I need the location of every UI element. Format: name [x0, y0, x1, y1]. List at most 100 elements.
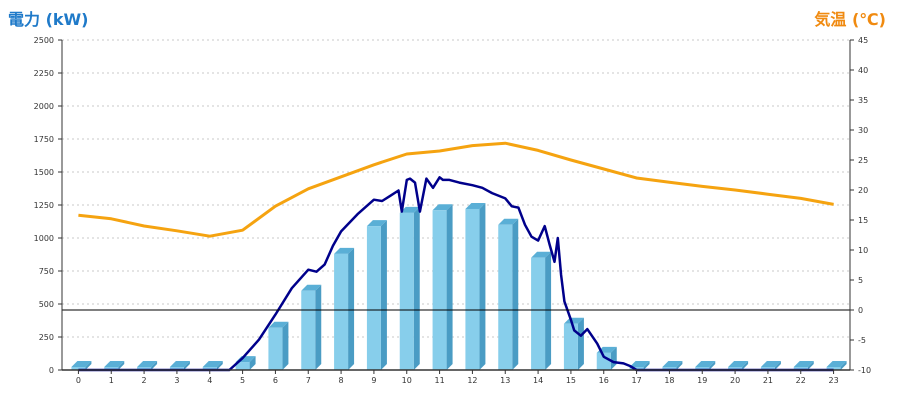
bar-side	[774, 361, 781, 370]
bar-top	[301, 284, 322, 291]
bar-front	[432, 210, 447, 370]
bar-front	[596, 352, 611, 370]
bar-top	[399, 206, 420, 213]
bar	[301, 284, 322, 370]
bar-front	[334, 253, 349, 370]
bar-side	[413, 206, 420, 370]
x-axis-tick-label: 23	[828, 376, 838, 385]
left-axis-tick-label: 2250	[34, 69, 54, 78]
x-axis-tick-label: 15	[566, 376, 576, 385]
bar-top	[662, 361, 683, 367]
bar-front	[760, 367, 775, 370]
x-axis-tick-label: 20	[730, 376, 740, 385]
bar-top	[498, 218, 519, 225]
bar	[137, 361, 158, 370]
bar-front	[695, 367, 710, 370]
bar-top	[334, 247, 355, 254]
bar-front	[137, 367, 152, 370]
right-axis-tick-label: 30	[858, 126, 868, 135]
bar-top	[202, 361, 223, 367]
bar	[104, 361, 125, 370]
bar-side	[709, 361, 716, 370]
x-axis-tick-label: 18	[664, 376, 674, 385]
bar	[662, 361, 683, 370]
bar-front	[826, 367, 841, 370]
bar	[465, 202, 486, 370]
left-axis-tick-label: 1500	[34, 168, 54, 177]
grid-layer	[62, 39, 850, 338]
right-axis-tick-label: 0	[858, 306, 863, 315]
bar	[169, 361, 190, 370]
bar	[71, 361, 92, 370]
bar-top	[71, 361, 92, 367]
x-axis-tick-label: 17	[631, 376, 641, 385]
bar-front	[202, 367, 217, 370]
temperature-line	[78, 141, 834, 238]
bar	[498, 218, 519, 370]
bar-side	[742, 361, 749, 370]
bar-front	[728, 367, 743, 370]
x-axis-tick-label: 3	[174, 376, 179, 385]
bar-side	[282, 321, 289, 370]
bar-side	[840, 361, 847, 370]
x-axis-tick-label: 2	[142, 376, 147, 385]
bar-side	[380, 220, 387, 370]
right-axis-tick-label: -10	[858, 366, 871, 375]
bar-top	[169, 361, 190, 367]
bar-side	[577, 317, 584, 370]
left-axis-tick-label: 2500	[34, 36, 54, 45]
x-axis-tick-label: 21	[763, 376, 773, 385]
axis-layer: 0 250 500 750 1000 1250 1500 1750 2000 2250 2500 -1…	[34, 36, 871, 385]
left-axis-tick-label: 750	[39, 267, 54, 276]
x-axis-tick-label: 7	[306, 376, 311, 385]
bar-front	[662, 367, 677, 370]
bar-top	[432, 204, 453, 211]
bar-side	[610, 346, 617, 370]
left-axis-tick-label: 1000	[34, 234, 54, 243]
bar-front	[366, 226, 381, 370]
power-line	[78, 176, 834, 372]
left-axis-tick-label: 1250	[34, 201, 54, 210]
bar	[268, 321, 289, 370]
x-axis-tick-label: 12	[467, 376, 477, 385]
bar-side	[479, 202, 486, 370]
bar	[728, 361, 749, 370]
x-axis-tick-label: 5	[240, 376, 245, 385]
left-axis-tick-label: 2000	[34, 102, 54, 111]
bar	[629, 361, 650, 370]
bar-top	[104, 361, 125, 367]
bar-top	[366, 220, 387, 227]
bar-front	[71, 367, 86, 370]
bar	[596, 346, 617, 370]
left-axis-tick-label: 250	[39, 333, 54, 342]
right-axis-tick-label: -5	[858, 336, 866, 345]
x-axis-tick-label: 9	[371, 376, 376, 385]
bar-top	[531, 251, 552, 258]
bar	[366, 220, 387, 370]
bar-front	[301, 290, 316, 370]
bar-front	[793, 367, 808, 370]
right-axis-tick-label: 40	[858, 66, 868, 75]
left-axis-tick-label: 500	[39, 300, 54, 309]
x-axis-tick-label: 19	[697, 376, 707, 385]
left-axis-tick-label: 1750	[34, 135, 54, 144]
bar-front	[563, 323, 578, 370]
bar	[399, 206, 420, 370]
bar-front	[169, 367, 184, 370]
bar-front	[399, 212, 414, 370]
bar	[695, 361, 716, 370]
bar-top	[695, 361, 716, 367]
bar	[202, 361, 223, 370]
bar	[531, 251, 552, 370]
bar-top	[793, 361, 814, 367]
bar-side	[512, 218, 519, 370]
bar-front	[268, 327, 283, 370]
bar-side	[85, 361, 92, 370]
bar-top	[465, 202, 486, 209]
bar-top	[826, 361, 847, 367]
bar-side	[446, 204, 453, 370]
right-axis-tick-label: 25	[858, 156, 868, 165]
x-axis-tick-label: 6	[273, 376, 278, 385]
bar-top	[629, 361, 650, 367]
bar-layer	[71, 202, 847, 370]
